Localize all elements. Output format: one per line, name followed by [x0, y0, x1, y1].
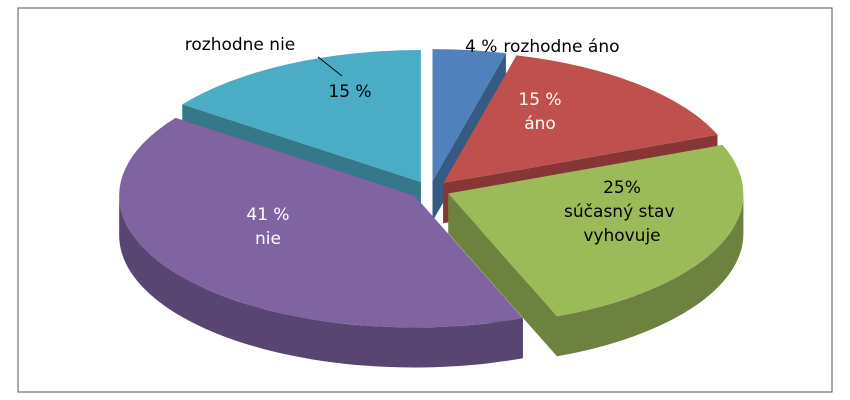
category-label-line: vyhovuje: [583, 226, 660, 246]
value-label: 25%: [603, 178, 641, 198]
value-label: 15 %: [518, 90, 561, 110]
pie-slice: [448, 145, 744, 317]
slice-side-shade: [448, 193, 557, 357]
value-label: 41 %: [246, 205, 289, 225]
category-label: nie: [255, 229, 281, 249]
data-label: 4 % rozhodne áno: [465, 37, 620, 57]
value-label: 4 %: [465, 37, 497, 57]
category-label: súčasný stav vyhovuje: [564, 202, 680, 246]
slice-side: [119, 195, 523, 368]
pie-slice: [432, 49, 506, 182]
category-label: áno: [524, 114, 556, 134]
leader-line: [317, 56, 343, 77]
pie-slice: [119, 117, 523, 328]
category-label: rozhodne nie: [185, 35, 296, 55]
slice-side: [448, 193, 557, 357]
category-label: rozhodne áno: [503, 37, 619, 57]
pie-slice: [182, 50, 421, 183]
slice-side-shade: [557, 193, 744, 357]
slice-side: [557, 193, 744, 357]
value-label: 15 %: [328, 82, 371, 102]
category-label-line: súčasný stav: [564, 202, 680, 222]
pie-slice: [443, 55, 718, 184]
slice-side-shade: [119, 195, 523, 368]
